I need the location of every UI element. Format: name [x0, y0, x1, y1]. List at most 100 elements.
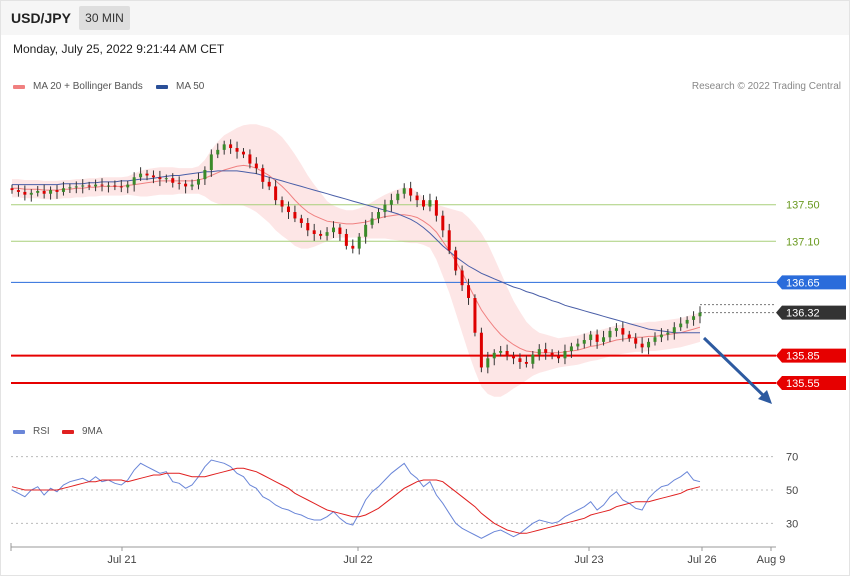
candle: [293, 205, 297, 223]
candle-body: [377, 212, 381, 219]
candle-body: [422, 200, 426, 207]
candle-body: [531, 354, 535, 364]
candle: [479, 327, 483, 373]
candle-body: [190, 184, 194, 187]
candle: [659, 328, 663, 343]
rsi-series-line: [11, 459, 701, 539]
level-tag-135.85: [776, 348, 846, 363]
candle-body: [621, 328, 625, 335]
ma50-line: [12, 170, 700, 334]
candle: [653, 332, 657, 346]
candle: [576, 338, 580, 351]
candle: [196, 172, 200, 190]
candle-body: [505, 351, 509, 356]
candle-body: [126, 184, 130, 188]
candle-body: [518, 358, 522, 362]
candle: [23, 185, 27, 201]
candle: [608, 327, 612, 343]
candle-body: [222, 144, 226, 150]
ma20-swatch-icon: [13, 84, 25, 89]
candle-body: [351, 245, 355, 249]
candle: [49, 186, 53, 200]
candle: [467, 278, 471, 305]
candle: [434, 196, 438, 222]
candle-body: [415, 195, 419, 201]
level-tag-text-136.32: 136.32: [786, 308, 820, 320]
candle-body: [679, 323, 683, 328]
candle: [254, 157, 258, 174]
candle-body: [486, 358, 490, 368]
candle: [222, 140, 226, 155]
candle-body: [203, 169, 207, 180]
candle-body: [36, 191, 40, 193]
candle-body: [589, 334, 593, 341]
candle: [171, 173, 175, 188]
legend-ma20: MA 20 + Bollinger Bands: [13, 81, 143, 92]
candle: [325, 227, 329, 241]
candle-body: [402, 188, 406, 194]
candle: [499, 345, 503, 357]
candle-body: [42, 191, 46, 194]
candle-body: [434, 200, 438, 216]
candle: [106, 181, 110, 193]
candle-body: [235, 148, 239, 152]
rsi-swatch-icon: [13, 429, 25, 434]
candle-body: [248, 154, 252, 164]
candle: [203, 166, 207, 185]
candle-body: [672, 327, 676, 333]
candle: [634, 333, 638, 349]
candle: [679, 317, 683, 331]
candle-body: [640, 343, 644, 348]
candle: [29, 189, 33, 202]
candle-body: [383, 204, 387, 213]
bollinger-band: [12, 124, 700, 397]
candle-body: [364, 224, 368, 237]
candle: [164, 174, 168, 183]
x-tick-label: Jul 21: [107, 554, 136, 566]
interval-button[interactable]: 30 MIN: [79, 6, 130, 30]
candle-body: [331, 227, 335, 233]
candle: [415, 191, 419, 208]
candle: [190, 179, 194, 191]
candle-body: [653, 337, 657, 342]
candle: [614, 323, 618, 337]
candle: [550, 349, 554, 360]
candle-body: [512, 355, 516, 359]
candle: [280, 196, 284, 213]
candle-body: [267, 181, 271, 187]
candle: [16, 185, 20, 197]
candle: [602, 330, 606, 346]
candle-body: [447, 230, 451, 251]
candle-body: [94, 184, 98, 187]
candle: [241, 148, 245, 159]
candle-body: [132, 177, 136, 185]
candle-body: [576, 343, 580, 347]
candle: [389, 193, 393, 212]
candle-body: [29, 192, 33, 195]
candle: [492, 349, 496, 366]
candle-body: [479, 332, 483, 368]
candle: [209, 149, 213, 177]
candle-body: [280, 200, 284, 207]
candle-body: [49, 190, 53, 194]
candle: [306, 217, 310, 237]
candle-body: [261, 168, 265, 182]
candle-body: [685, 319, 689, 324]
legend-9ma: 9MA: [62, 426, 103, 437]
candle: [248, 149, 252, 169]
candle-body: [692, 316, 696, 320]
candle: [364, 219, 368, 244]
candle-body: [151, 175, 155, 178]
x-tick-label: Jul 23: [574, 554, 603, 566]
candle-body: [557, 355, 561, 359]
candle: [81, 179, 85, 194]
candle-body: [293, 212, 297, 219]
level-tag-text-136.65: 136.65: [786, 277, 820, 289]
candle-body: [492, 352, 496, 359]
candle: [557, 350, 561, 364]
legend-ma50-label: MA 50: [176, 81, 205, 92]
candle: [422, 195, 426, 211]
candle: [473, 294, 477, 337]
candle: [524, 355, 528, 368]
